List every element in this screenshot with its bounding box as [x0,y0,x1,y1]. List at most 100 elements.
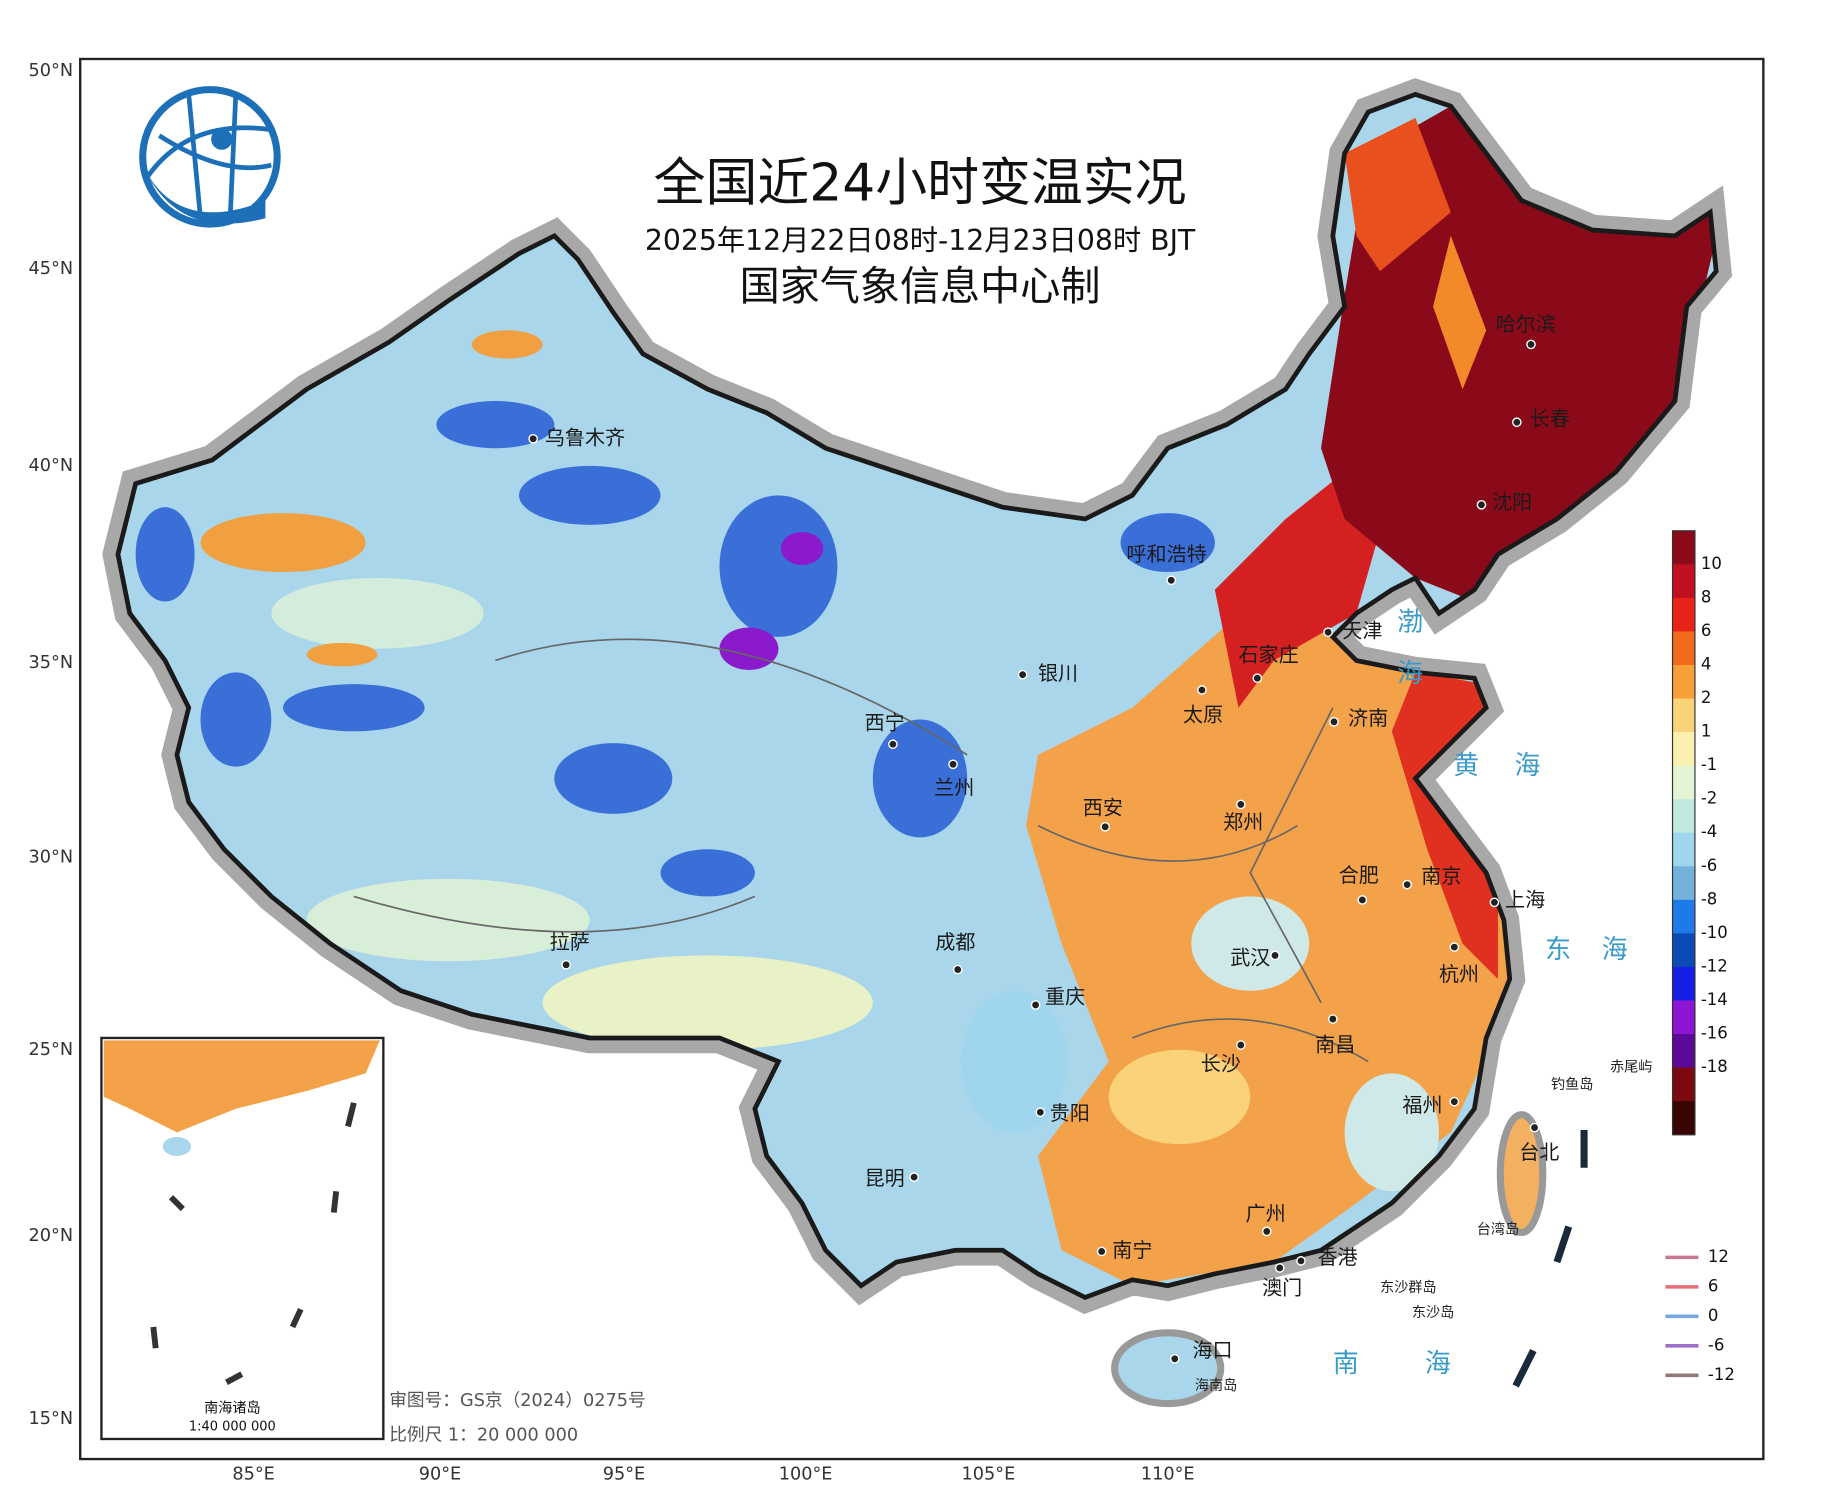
city-label: 拉萨 [550,930,590,954]
legend-swatch [1672,597,1695,633]
city-marker [1235,1040,1246,1050]
city-marker [1327,1014,1338,1024]
city-label: 太原 [1183,702,1223,726]
city-label: 上海 [1505,888,1545,912]
longitude-label: 105°E [962,1464,1016,1484]
legend-label: 2 [1701,688,1712,707]
legend-label: -10 [1701,923,1728,942]
legend-swatch [1672,664,1695,700]
legend-label: -6 [1701,856,1717,875]
legend-label: -14 [1701,990,1728,1009]
city-marker [1270,950,1280,961]
latitude-label: 40°N [29,456,74,476]
legend-swatch [1672,564,1695,599]
latitude-label: 50°N [29,61,74,81]
latitude-label: 30°N [29,847,74,867]
longitude-label: 95°E [603,1464,646,1484]
legend-swatch [1672,966,1695,1002]
legend-swatch [1672,933,1695,968]
city-label: 呼和浩特 [1126,542,1206,566]
legend-label: -1 [1701,755,1717,774]
legend-swatch [1672,832,1695,867]
legend-label: 4 [1701,654,1712,673]
latitude-label: 15°N [29,1409,74,1429]
legend-swatch [1672,732,1695,767]
city-label: 贵阳 [1050,1101,1090,1125]
city-label: 重庆 [1045,984,1085,1008]
contour-label: 6 [1708,1276,1719,1295]
legend-swatch [1672,631,1695,666]
city-label: 台北 [1519,1140,1559,1164]
city-label: 石家庄 [1238,642,1298,666]
legend-label: 1 [1701,722,1712,741]
city-label: 广州 [1246,1201,1286,1225]
contour-label: -12 [1708,1365,1735,1384]
sea-label: 南海 [1333,1349,1517,1379]
hainan [1111,1329,1225,1408]
city-label: 昆明 [865,1166,905,1190]
legend-swatch [1672,1101,1695,1136]
city-marker [1197,685,1207,695]
latitude-label: 20°N [29,1226,74,1246]
city-marker [888,739,898,750]
longitude-label: 85°E [232,1464,275,1484]
city-label: 银川 [1038,661,1078,685]
sea-label: 东海 [1545,935,1658,965]
legend-label: -18 [1701,1057,1728,1076]
city-label: 武汉 [1230,945,1270,969]
taiwan [1496,1111,1547,1237]
city-marker [1100,821,1111,832]
island-label: 台湾岛 [1477,1221,1519,1238]
contour-label: -6 [1708,1335,1724,1354]
legend-swatch [1672,765,1695,800]
city-label: 西安 [1083,796,1123,820]
latitude-label: 45°N [29,259,74,279]
city-marker [1476,499,1487,510]
city-label: 西宁 [865,711,905,735]
temperature-field [117,94,1717,1298]
longitude-label: 90°E [419,1464,462,1484]
inset-land [103,1040,380,1133]
figure: 全国近24小时变温实况 2025年12月22日08时-12月23日08时 BJT 国… [29,57,1765,1484]
longitude-label: 110°E [1141,1464,1195,1484]
inset-scale: 1:40 000 000 [189,1420,276,1435]
city-marker [948,759,958,770]
legend-label: -2 [1701,789,1717,808]
city-marker [528,433,538,444]
map-scale: 比例尺 1：20 000 000 [389,1424,578,1445]
city-label: 南昌 [1315,1033,1355,1057]
city-label: 南宁 [1112,1238,1152,1262]
city-marker [1323,627,1333,638]
city-marker [1166,575,1177,586]
city-marker [1489,897,1500,908]
review-number: 审图号：GS京（2024）0275号 [389,1390,645,1411]
city-marker [1035,1107,1046,1118]
agency: 国家气象信息中心制 [740,264,1101,310]
inset-title: 南海诸岛 [204,1400,261,1416]
city-marker [1252,673,1263,684]
city-marker [1261,1226,1272,1237]
island-label: 赤尾屿 [1610,1059,1652,1075]
legend-label: 6 [1701,621,1712,640]
legend-swatch [1672,1067,1695,1102]
inset-dashes [150,1102,357,1385]
city-label: 海口 [1192,1338,1232,1362]
city-label: 兰州 [934,776,974,800]
sea-label: 黄海 [1453,751,1576,781]
latitude-label: 25°N [29,1040,74,1060]
city-label: 长沙 [1201,1052,1241,1076]
island-label: 钓鱼岛 [1551,1076,1593,1093]
city-marker [1449,942,1460,952]
city-marker [1274,1263,1285,1273]
legend-swatch [1672,799,1695,834]
city-label: 哈尔滨 [1496,312,1556,336]
city-label: 郑州 [1223,810,1263,834]
longitude-label: 100°E [779,1464,833,1484]
legend-label: -8 [1701,889,1717,908]
city-marker [1030,1000,1041,1010]
contour-label: 12 [1708,1247,1729,1266]
city-marker [1169,1353,1180,1364]
city-marker [909,1172,919,1182]
city-marker [561,959,571,970]
